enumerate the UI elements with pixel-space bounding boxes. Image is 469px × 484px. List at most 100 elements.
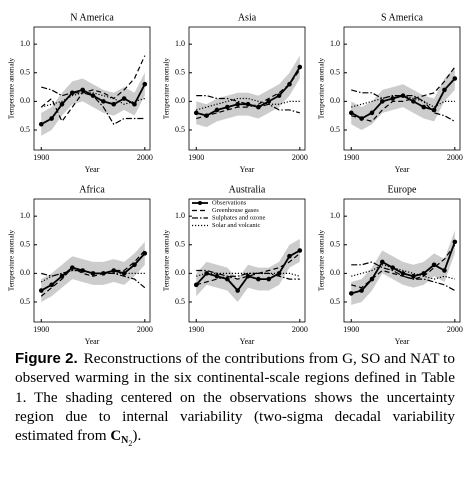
series-line — [196, 252, 301, 286]
observation-marker — [411, 99, 416, 104]
observation-marker — [400, 271, 406, 276]
uncertainty-band — [41, 72, 145, 136]
observation-marker — [442, 268, 447, 273]
observation-marker — [38, 288, 44, 293]
observation-marker — [390, 96, 395, 101]
x-tick-label: 2000 — [292, 153, 308, 162]
y-tick-label: 0.5 — [20, 68, 30, 77]
uncertainty-band — [196, 239, 300, 302]
y-tick-label: 1.0 — [330, 39, 340, 48]
caption-text: Reconstructions of the contributions fro… — [15, 350, 455, 445]
y-tick-label: 1.0 — [175, 211, 185, 220]
x-tick-label: 1900 — [33, 153, 49, 162]
panel-title: S America — [381, 12, 423, 23]
panel-title: Asia — [238, 12, 257, 23]
observation-marker — [193, 110, 199, 116]
y-tick-label: 0.0 — [175, 96, 185, 105]
y-tick-label: 0.5 — [20, 297, 30, 306]
y-tick-label: 0.0 — [20, 268, 30, 277]
x-tick-label: 1900 — [343, 325, 359, 334]
observation-marker — [111, 268, 117, 273]
plot-frame — [188, 26, 306, 151]
panel-title: Australia — [229, 184, 266, 195]
series-line — [196, 69, 301, 120]
series-line — [196, 95, 300, 114]
observation-marker — [266, 99, 272, 104]
y-tick-label: 1.0 — [330, 211, 340, 220]
observation-marker — [452, 239, 458, 245]
figure: N America Temperature anomaly Year 1.0 0.5 0.… — [8, 12, 463, 345]
y-tick-label: 0.5 — [330, 297, 340, 306]
legend-label: Sulphates and ozone — [212, 214, 266, 221]
observation-marker — [132, 101, 137, 107]
x-tick-label: 2000 — [292, 325, 308, 334]
observation-marker — [214, 107, 220, 113]
plot-frame — [188, 198, 306, 323]
uncertainty-band — [196, 55, 300, 128]
observation-marker — [245, 273, 251, 279]
y-tick-label: 0.5 — [20, 125, 30, 134]
y-axis-label: Temperature anomaly — [318, 57, 326, 119]
panel: Africa Temperature anomaly Year 1.0 0.5 0.0 0.… — [8, 184, 153, 345]
x-tick-label: 1900 — [188, 153, 204, 162]
caption-tail: ). — [132, 427, 142, 445]
uncertainty-band — [351, 67, 455, 130]
observation-marker — [121, 271, 127, 276]
series-line — [351, 244, 456, 289]
y-tick-label: 0.5 — [330, 125, 340, 134]
x-axis-label: Year — [85, 165, 100, 174]
plot-frame — [343, 198, 461, 323]
observation-marker — [266, 276, 272, 282]
observation-marker — [297, 64, 303, 70]
observation-marker — [390, 265, 395, 270]
legend-marker — [198, 201, 202, 205]
y-tick-label: 1.0 — [20, 39, 30, 48]
x-axis-label: Year — [240, 165, 255, 174]
y-axis-label: Temperature anomaly — [163, 57, 171, 119]
observation-marker — [225, 276, 230, 282]
y-tick-label: 0.5 — [175, 297, 185, 306]
series-line — [351, 66, 456, 123]
x-axis-label: Year — [395, 165, 410, 174]
y-axis-label: Temperature anomaly — [8, 229, 16, 291]
legend-label: Solar and volcanic — [212, 222, 260, 229]
plot-frame — [33, 26, 151, 151]
observation-marker — [80, 87, 85, 93]
panel-title: Africa — [79, 184, 105, 195]
y-tick-label: 0.0 — [330, 268, 340, 277]
observation-marker — [369, 110, 375, 116]
caption-symbol: C — [110, 428, 122, 445]
panel: N America Temperature anomaly Year 1.0 0.5 0.… — [8, 12, 153, 174]
observation-marker — [204, 271, 209, 276]
x-tick-label: 2000 — [447, 325, 463, 334]
x-tick-label: 2000 — [447, 153, 463, 162]
uncertainty-band — [351, 230, 455, 305]
caption-subsubscript: 2 — [128, 439, 133, 449]
observation-marker — [256, 276, 261, 282]
y-tick-label: 0.0 — [330, 96, 340, 105]
observation-marker — [235, 288, 240, 293]
y-tick-label: 0.5 — [330, 240, 340, 249]
y-tick-label: 0.5 — [175, 125, 185, 134]
y-tick-label: 0.0 — [175, 268, 185, 277]
observation-marker — [101, 99, 106, 104]
caption-subscript: N — [121, 435, 129, 447]
observation-marker — [111, 101, 117, 107]
observation-marker — [348, 291, 354, 296]
observation-marker — [359, 288, 364, 293]
series-line — [40, 269, 145, 283]
caption-label: Figure 2. — [15, 350, 78, 367]
x-tick-label: 2000 — [137, 153, 153, 162]
panel: Asia Temperature anomaly Year 1.0 0.5 0.0 0.5 1… — [163, 12, 308, 174]
x-tick-label: 1900 — [33, 325, 49, 334]
y-tick-label: 0.5 — [175, 68, 185, 77]
observation-marker — [214, 273, 220, 279]
panel-title: Europe — [388, 184, 417, 195]
observation-marker — [287, 253, 292, 259]
series-line — [41, 92, 145, 108]
observation-marker — [121, 96, 127, 101]
observation-marker — [452, 76, 458, 81]
observation-marker — [421, 104, 427, 110]
series-line — [351, 89, 456, 122]
observation-marker — [142, 81, 148, 87]
